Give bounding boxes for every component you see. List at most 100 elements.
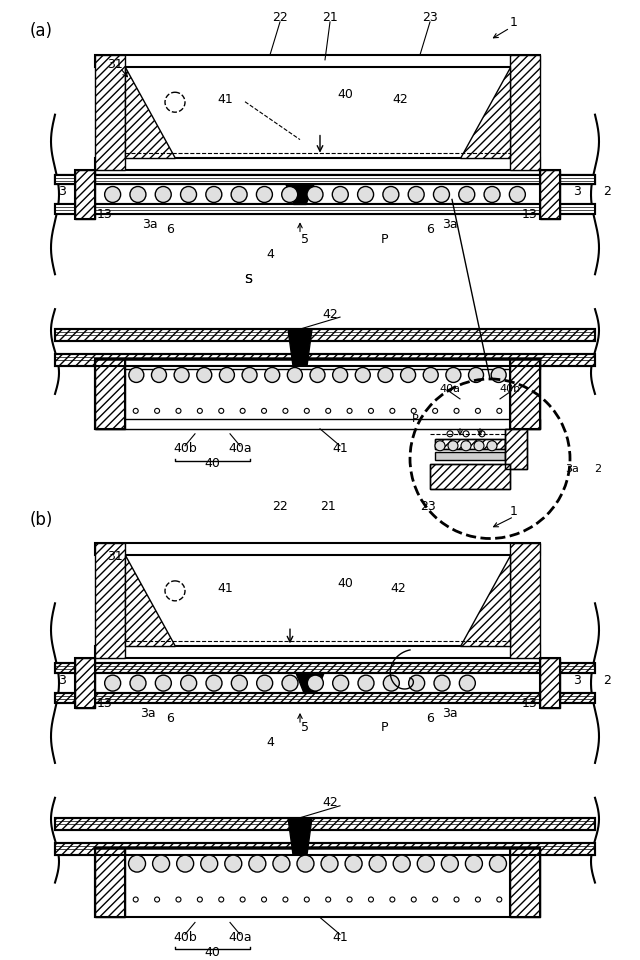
- Text: (a): (a): [30, 22, 53, 40]
- Circle shape: [231, 186, 247, 203]
- Bar: [55, 843, 595, 854]
- Circle shape: [196, 368, 212, 382]
- Text: 3a: 3a: [142, 218, 158, 230]
- Circle shape: [321, 855, 338, 872]
- Text: 6: 6: [166, 223, 174, 236]
- Text: 31: 31: [107, 59, 123, 71]
- Text: P: P: [381, 233, 388, 246]
- Circle shape: [156, 675, 172, 691]
- Bar: [75, 170, 95, 220]
- Text: 22: 22: [272, 12, 288, 24]
- Circle shape: [225, 855, 242, 872]
- Bar: [55, 354, 595, 366]
- Polygon shape: [125, 67, 175, 157]
- Bar: [55, 663, 595, 673]
- Circle shape: [156, 186, 172, 203]
- Bar: [430, 464, 510, 489]
- Bar: [55, 693, 595, 703]
- Bar: [55, 354, 595, 366]
- Text: 3a: 3a: [140, 707, 156, 720]
- Bar: [75, 659, 95, 708]
- Circle shape: [484, 186, 500, 203]
- Circle shape: [417, 855, 435, 872]
- Text: 13: 13: [97, 208, 113, 221]
- Text: 41: 41: [217, 582, 233, 595]
- Bar: [55, 175, 595, 184]
- Text: 21: 21: [320, 500, 336, 513]
- Bar: [505, 429, 527, 468]
- Text: 1: 1: [510, 505, 518, 518]
- Circle shape: [332, 186, 348, 203]
- Circle shape: [201, 855, 218, 872]
- Bar: [510, 359, 540, 429]
- Circle shape: [206, 675, 222, 691]
- Text: 40: 40: [337, 577, 353, 589]
- Text: 40: 40: [204, 946, 220, 959]
- Bar: [95, 543, 540, 556]
- Circle shape: [442, 855, 458, 872]
- Bar: [540, 659, 560, 708]
- Circle shape: [460, 675, 476, 691]
- Bar: [55, 663, 595, 673]
- Text: 23: 23: [420, 500, 436, 513]
- Bar: [55, 818, 595, 829]
- Circle shape: [242, 368, 257, 382]
- Bar: [540, 659, 560, 708]
- Circle shape: [465, 855, 483, 872]
- Bar: [510, 359, 540, 429]
- Circle shape: [105, 675, 121, 691]
- Bar: [540, 170, 560, 220]
- Text: 3a: 3a: [442, 218, 458, 230]
- Text: 40a: 40a: [228, 931, 252, 944]
- Bar: [55, 693, 595, 703]
- Bar: [55, 818, 595, 829]
- Circle shape: [345, 855, 362, 872]
- Circle shape: [383, 186, 399, 203]
- Text: 3a: 3a: [565, 464, 579, 473]
- Circle shape: [378, 368, 393, 382]
- Text: (b): (b): [30, 511, 53, 529]
- Bar: [95, 419, 540, 429]
- Text: 13: 13: [97, 697, 113, 709]
- Circle shape: [333, 368, 348, 382]
- Bar: [95, 157, 540, 170]
- Circle shape: [180, 186, 196, 203]
- Circle shape: [257, 675, 273, 691]
- Bar: [540, 170, 560, 220]
- Text: 40a: 40a: [228, 443, 252, 455]
- Text: 41: 41: [332, 931, 348, 944]
- Polygon shape: [460, 556, 510, 646]
- Circle shape: [220, 368, 234, 382]
- Text: 40b: 40b: [499, 384, 520, 394]
- Circle shape: [474, 441, 484, 451]
- Circle shape: [177, 855, 194, 872]
- Text: 3: 3: [58, 185, 66, 198]
- Text: 5: 5: [301, 233, 309, 246]
- Text: 42: 42: [392, 93, 408, 107]
- Circle shape: [459, 186, 475, 203]
- Circle shape: [265, 368, 280, 382]
- Text: 40b: 40b: [173, 931, 197, 944]
- Circle shape: [129, 855, 145, 872]
- Circle shape: [487, 441, 497, 451]
- Text: 21: 21: [322, 12, 338, 24]
- Text: 6: 6: [426, 223, 434, 236]
- Circle shape: [358, 186, 374, 203]
- Circle shape: [282, 675, 298, 691]
- Bar: [55, 175, 595, 184]
- Circle shape: [249, 855, 266, 872]
- Text: 5: 5: [301, 722, 309, 734]
- Text: 1: 1: [510, 16, 518, 30]
- Circle shape: [355, 368, 371, 382]
- Text: 2: 2: [603, 185, 611, 198]
- Text: 40: 40: [337, 88, 353, 101]
- Text: 40: 40: [204, 457, 220, 470]
- Text: 4: 4: [266, 248, 274, 261]
- Bar: [55, 329, 595, 341]
- Text: 4: 4: [266, 736, 274, 750]
- Circle shape: [408, 186, 424, 203]
- Bar: [95, 359, 540, 429]
- Polygon shape: [288, 329, 312, 366]
- Circle shape: [369, 855, 386, 872]
- Bar: [55, 843, 595, 854]
